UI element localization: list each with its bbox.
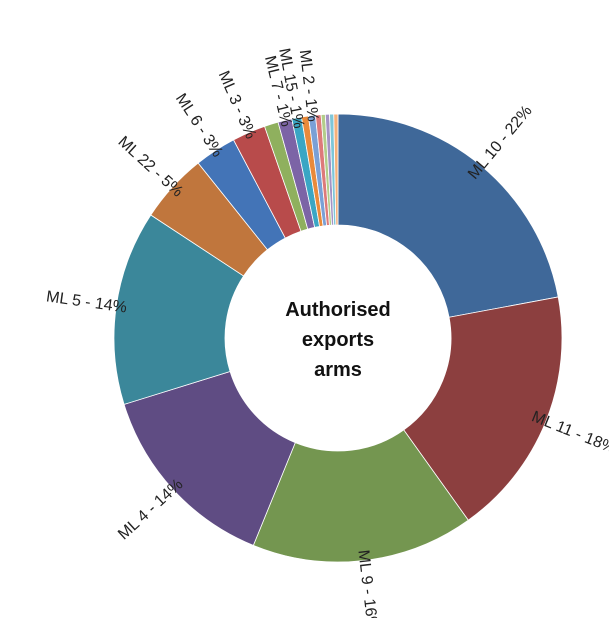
slice-label-ml-9: ML 9 - 16% — [354, 549, 380, 618]
donut-hole — [225, 225, 451, 451]
slice-label-ml-6: ML 6 - 3% — [172, 91, 226, 161]
slice-label-ml-22: ML 22 - 5% — [115, 133, 186, 200]
center-title-line-3: arms — [314, 359, 362, 381]
center-title-group: Authorised exports arms — [285, 299, 391, 381]
slice-ml-11 — [403, 296, 563, 521]
slices-layer — [113, 113, 563, 563]
slice-label-ml-10: ML 10 - 22% — [465, 103, 536, 183]
slice-label-ml-4: ML 4 - 14% — [115, 476, 186, 543]
center-title-line-2: exports — [302, 329, 374, 351]
slice-label-ml-5: ML 5 - 14% — [45, 288, 128, 316]
center-title-line-1: Authorised — [285, 299, 391, 321]
slice-label-ml-3: ML 3 - 3% — [215, 68, 259, 141]
